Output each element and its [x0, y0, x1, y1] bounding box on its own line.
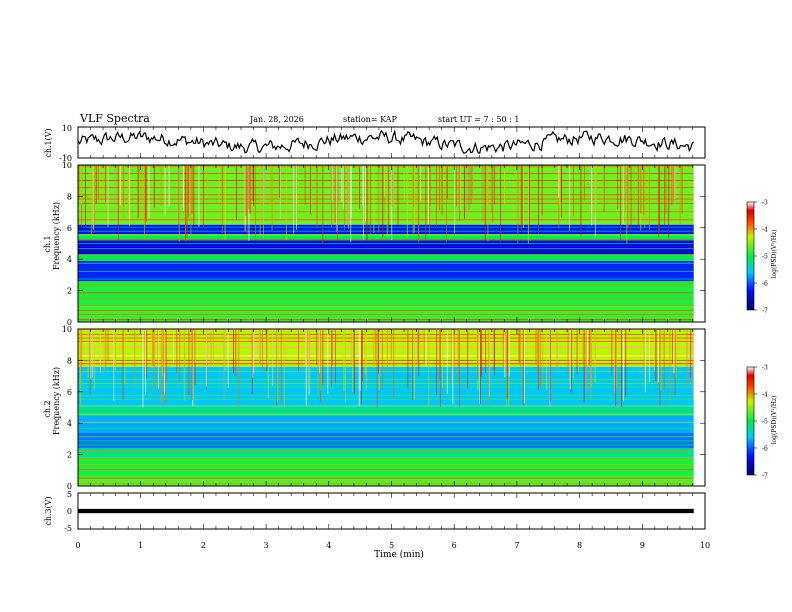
spectrogram-band	[78, 234, 694, 241]
time-tick-label: 5	[389, 541, 394, 550]
frequency-tick-label: 8	[67, 192, 72, 201]
frequency-tick-label: 8	[67, 356, 72, 365]
spectrogram-band	[78, 240, 694, 255]
spectrogram-band	[78, 254, 694, 261]
ch2-colorbar-ticks: -3 -4 -5 -6 -7	[754, 365, 768, 480]
ch3-ytick-bottom: -5	[64, 524, 72, 533]
ch2-colorbar-label: log(PSD)(V²/Hz)	[771, 396, 778, 445]
time-tick-label: 2	[201, 541, 206, 550]
spectrogram-band	[78, 448, 694, 458]
frequency-tick-label: 6	[67, 388, 72, 397]
ch3-waveform-ticks	[77, 493, 706, 529]
ch1-colorbar	[746, 201, 755, 311]
ch1-waveform-panel: 10 -10 ch.1(V)	[44, 124, 706, 163]
spectrogram-band	[78, 224, 694, 235]
frequency-tick-label: 0	[67, 482, 72, 491]
colorbar-tick-label: -7	[762, 473, 768, 480]
ch1-colorbar-ticks: -3 -4 -5 -6 -7	[754, 200, 768, 315]
ch1-spectrogram-ticks	[77, 165, 706, 322]
colorbar-tick-label: -3	[762, 200, 768, 207]
colorbar-tick-label: -5	[762, 419, 768, 426]
frequency-tick-label: 10	[62, 161, 72, 170]
colorbar-tick-label: -6	[762, 446, 768, 453]
date-label: Jan. 28, 2026	[249, 115, 304, 124]
station-label: station= KAP	[343, 115, 398, 124]
ch1-ytick-bottom: -10	[59, 154, 72, 163]
frequency-tick-label: 4	[67, 255, 72, 264]
time-axis-label: Time (min)	[374, 549, 424, 560]
time-tick-label: 6	[452, 541, 457, 550]
time-tick-label: 10	[700, 541, 710, 550]
time-tick-label: 8	[577, 541, 582, 550]
spectrogram-band	[78, 415, 694, 433]
frequency-tick-label: 2	[67, 451, 72, 460]
colorbar-tick-label: -6	[762, 281, 768, 288]
start-time-label: start UT = 7 : 50 : 1	[438, 115, 519, 124]
time-tick-label: 1	[138, 541, 143, 550]
ch1-waveform-ylabel: ch.1(V)	[44, 128, 53, 157]
ch1-waveform-ticks	[77, 127, 706, 158]
ch3-ytick-middle: 0	[67, 507, 72, 516]
ch3-ytick-top: 5	[67, 490, 72, 499]
time-tick-label: 0	[75, 541, 80, 550]
colorbar-tick-label: -3	[762, 365, 768, 372]
ch1-colorbar-label: log(PSD)(V²/Hz)	[771, 230, 778, 279]
figure-title: VLF Spectra	[79, 112, 150, 125]
frequency-tick-label: 6	[67, 224, 72, 233]
ch2-spectrogram-lines	[78, 330, 694, 485]
ch1-spectrogram-ytick-labels: 0 2 4 6 8 10	[62, 161, 705, 327]
time-axis-tick-labels: 0 1 2 3 4 5 6 7 8 9 10	[75, 541, 710, 550]
ch2-colorbar	[746, 366, 755, 476]
ch1-ytick-top: 10	[62, 124, 72, 133]
ch1-spectrogram-ylabel-frequency: Frequency (kHz)	[52, 202, 61, 270]
frequency-tick-label: 0	[67, 318, 72, 327]
ch2-spectrogram-ytick-labels: 0 2 4 6 8 10	[62, 325, 705, 491]
ch2-spectrogram-bands	[78, 329, 694, 486]
time-tick-label: 7	[514, 541, 519, 550]
time-tick-label: 9	[640, 541, 645, 550]
colorbar-tick-label: -4	[762, 227, 768, 234]
ch1-spectrogram-ylabel-channel: ch.1	[43, 235, 52, 252]
ch2-spectrogram-ticks	[77, 329, 706, 486]
ch3-waveform-ylabel: ch.3(V)	[44, 496, 53, 525]
ch1-spectrogram-lines	[78, 165, 694, 321]
spectrogram-band	[78, 457, 694, 477]
colorbar-tick-label: -4	[762, 392, 768, 399]
ch3-waveform-panel: 5 0 -5 ch.3(V) 0 1 2 3 4 5 6 7 8 9 10 Time (min)	[44, 490, 710, 560]
frequency-tick-label: 10	[62, 325, 72, 334]
spectrogram-band	[78, 260, 694, 282]
ch2-spectrogram-ylabel-channel: ch.2	[43, 400, 52, 417]
colorbar-tick-label: -7	[762, 308, 768, 315]
spectrogram-band	[78, 407, 694, 416]
ch1-waveform-line	[77, 129, 695, 154]
time-tick-label: 4	[326, 541, 331, 550]
ch3-waveform-band	[78, 508, 694, 514]
frequency-tick-label: 4	[67, 419, 72, 428]
ch2-spectrogram-ylabel-frequency: Frequency (kHz)	[52, 367, 61, 435]
spectrogram-band	[78, 281, 694, 307]
colorbar-tick-label: -5	[762, 254, 768, 261]
frequency-tick-label: 2	[67, 287, 72, 296]
time-tick-label: 3	[264, 541, 269, 550]
spectrogram-band	[78, 476, 694, 486]
